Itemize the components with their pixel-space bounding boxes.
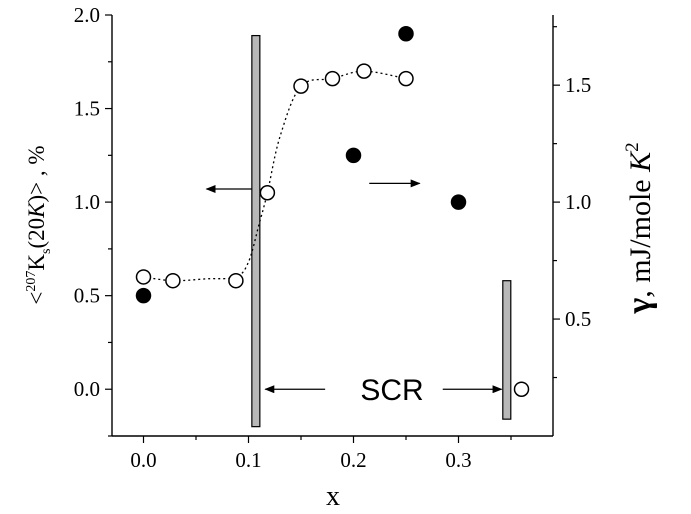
left-axis-title-mass: 207 — [24, 271, 39, 292]
left-tick-label: 1.5 — [74, 97, 100, 121]
scr-bars-layer — [251, 34, 512, 428]
data-point-open — [228, 272, 244, 289]
left-axis-title-unit: K — [24, 201, 49, 219]
data-point-open — [324, 70, 341, 87]
data-point-filled — [135, 287, 152, 304]
x-tick-label: 0.1 — [235, 448, 261, 472]
data-point-filled — [450, 194, 467, 210]
left-tick-label: 2.0 — [74, 3, 100, 27]
right-axis-title-gamma: γ — [621, 298, 658, 315]
right-axis-title: γ, mJ/mole K2 — [621, 142, 658, 314]
scr-bar — [251, 34, 261, 428]
points-layer — [135, 25, 530, 397]
right-axis-title-unit: K — [624, 150, 657, 173]
x-tick-label: 0.3 — [445, 448, 471, 472]
fit-curve-layer — [143, 70, 407, 282]
right-tick-label: 1.0 — [565, 190, 591, 214]
arrows-layer — [205, 179, 503, 394]
right-axis-title-units: , mJ/mole — [624, 172, 657, 298]
data-point-open — [135, 269, 152, 285]
left-tick-label: 0.0 — [74, 377, 100, 401]
fit-curve — [143, 70, 407, 282]
data-point-filled — [398, 25, 414, 42]
ticks-layer: 0.0 0.1 0.2 0.3 0.0 0.5 1.0 1.5 2.0 0.5 1.0 1.5 — [74, 3, 592, 472]
data-point-filled — [345, 147, 362, 164]
left-axis-title-close: )> , % — [24, 145, 49, 202]
data-point-open — [398, 70, 414, 87]
data-point-open — [293, 78, 309, 94]
x-tick-label: 0.0 — [130, 448, 156, 472]
left-axis-title-open: < — [24, 292, 49, 305]
scr-bar — [502, 280, 512, 420]
right-axis-title-sup: 2 — [622, 142, 643, 152]
left-tick-label: 1.0 — [74, 190, 100, 214]
data-point-open — [356, 63, 372, 79]
left-axis-title-paren-open: (20 — [24, 218, 49, 249]
data-point-open — [165, 272, 181, 289]
right-tick-label: 1.5 — [565, 73, 591, 97]
left-axis-title-sub: s — [39, 249, 54, 254]
data-point-open — [513, 381, 530, 397]
data-point-open — [259, 185, 276, 201]
left-axis-title: <207Ks(20K)> , % — [24, 145, 54, 304]
x-tick-label: 0.2 — [340, 448, 366, 472]
x-axis-title: x — [326, 481, 340, 512]
right-tick-label: 0.5 — [565, 307, 591, 331]
left-axis-title-main: K — [24, 254, 49, 271]
scr-label: SCR — [360, 374, 423, 407]
left-tick-label: 0.5 — [74, 284, 100, 308]
